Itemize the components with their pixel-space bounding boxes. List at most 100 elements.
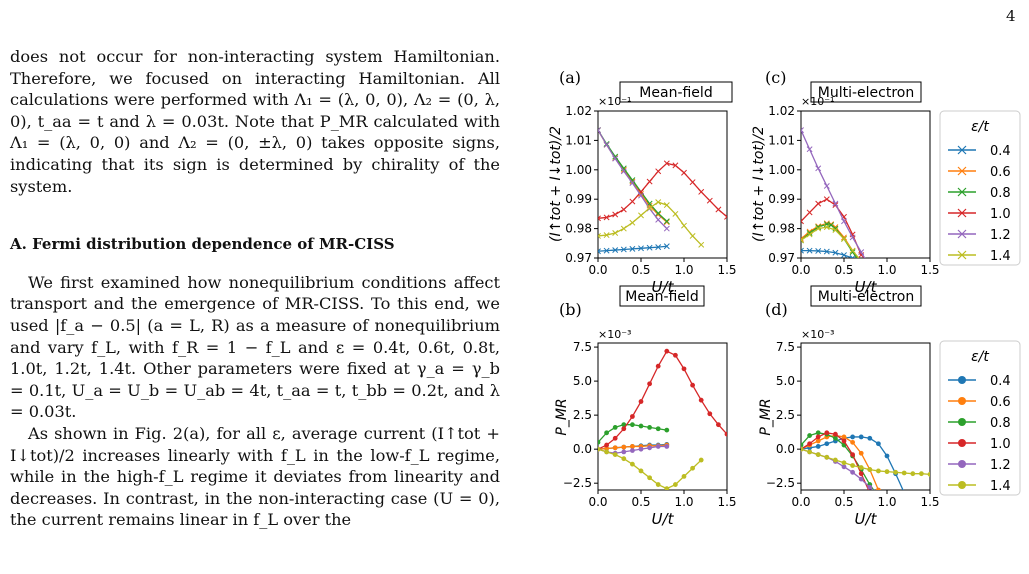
data-point: [841, 460, 847, 466]
y-tick-label: 1.00: [565, 163, 592, 177]
chart-panel-a: (a) Mean-field ×10⁻¹ 0.0 0.5 1.0 1.5 0.97 0.98 0.…: [548, 68, 737, 296]
data-point: [603, 232, 610, 239]
data-point: [806, 209, 813, 216]
data-point: [833, 457, 838, 463]
data-point: [833, 435, 838, 441]
data-point: [612, 424, 618, 430]
x-tick-label: 0.5: [834, 495, 853, 509]
data-point: [815, 200, 822, 207]
legend-marker: [958, 481, 966, 489]
legend-marker: [957, 250, 967, 260]
y-tick-label: 0.0: [776, 442, 795, 456]
data-point: [689, 232, 696, 239]
data-point: [663, 202, 670, 209]
series-line-0.4: [801, 249, 855, 258]
data-point: [663, 218, 670, 225]
data-point: [716, 422, 721, 428]
data-point: [815, 247, 822, 254]
data-point: [620, 246, 627, 253]
y-axis-label: P_MR: [554, 398, 570, 435]
series-line-0.8: [801, 432, 875, 490]
data-point: [841, 218, 847, 225]
x-tick-label: 0.5: [631, 263, 650, 277]
y-tick-label: 0.98: [565, 222, 592, 236]
x-axis-label: U/t: [855, 278, 878, 296]
plot-area: [801, 430, 930, 490]
data-point: [603, 247, 610, 254]
data-point: [598, 215, 601, 222]
y-tick-label: −2.5: [563, 476, 592, 490]
data-point: [876, 487, 881, 490]
data-point: [646, 178, 653, 185]
series-line-0.6: [598, 129, 668, 223]
data-point: [630, 444, 635, 449]
data-point: [612, 155, 619, 162]
panel-tag: (a): [559, 68, 581, 87]
x-tick-label: 0.5: [834, 263, 853, 277]
panel-title: Mean-field: [625, 289, 698, 305]
data-point: [801, 218, 804, 225]
data-point: [807, 449, 812, 455]
legend-label: 1.0: [990, 207, 1011, 222]
data-point: [612, 445, 618, 451]
chart-panel-d: (d) Multi-electron ×10⁻³ 0.0 0.5 1.0 1.5 −2.5 0.…: [758, 285, 940, 528]
panel-tag: (c): [765, 68, 786, 87]
data-point: [603, 141, 610, 148]
y-tick-label: 1.00: [768, 163, 795, 177]
x-tick-label: 0.0: [791, 495, 810, 509]
data-point: [850, 439, 855, 445]
data-point: [823, 248, 830, 255]
y-tick-label: 5.0: [573, 374, 592, 388]
data-point: [604, 446, 609, 451]
data-point: [664, 486, 670, 490]
page-number: 4: [1006, 7, 1016, 25]
data-point: [893, 469, 898, 475]
data-point: [806, 247, 813, 254]
data-point: [850, 452, 855, 458]
paragraph: does not occur for non-interacting syste…: [10, 47, 500, 196]
data-point: [867, 467, 873, 472]
data-point: [858, 434, 864, 440]
legend-marker: [958, 418, 966, 426]
data-point: [849, 249, 856, 256]
y-axis-label: (I↑tot + I↓tot)/2: [751, 126, 767, 242]
x-tick-label: 1.5: [920, 495, 939, 509]
data-point: [621, 456, 627, 462]
legend-label: 1.2: [990, 458, 1011, 473]
data-point: [698, 397, 704, 403]
data-point: [629, 180, 636, 186]
data-point: [621, 426, 627, 432]
y-tick-label: 7.5: [573, 340, 592, 354]
data-point: [832, 200, 839, 207]
data-point: [673, 352, 678, 358]
y-tick-label: 1.02: [768, 104, 795, 118]
data-point: [801, 127, 804, 134]
data-point: [832, 225, 839, 232]
data-point: [876, 468, 881, 474]
series-line-1.0: [801, 198, 862, 256]
data-point: [858, 471, 864, 477]
data-point: [612, 230, 619, 236]
data-point: [815, 444, 821, 449]
axes-frame: [800, 342, 931, 491]
y-tick-label: 7.5: [776, 340, 795, 354]
data-point: [858, 257, 864, 258]
data-point: [850, 469, 855, 475]
legend-marker: [957, 145, 967, 155]
data-point: [841, 234, 847, 241]
y-axis-label: P_MR: [758, 398, 774, 435]
panel-title-box: [810, 285, 922, 307]
x-axis-label: U/t: [855, 510, 878, 528]
paragraph: As shown in Fig. 2(a), for all ε, averag…: [10, 423, 500, 530]
chart-panel-b: (b) Mean-field ×10⁻³ 0.0 0.5 1.0 1.5 −2.5 0.0 2.5…: [554, 285, 737, 528]
panel-title: Multi-electron: [818, 289, 914, 305]
data-point: [681, 169, 687, 176]
legend-label: 0.6: [990, 165, 1011, 180]
data-point: [815, 430, 821, 436]
data-point: [919, 471, 924, 477]
data-point: [655, 444, 661, 449]
data-point: [646, 244, 653, 251]
y-tick-label: 0.97: [768, 251, 795, 265]
y-multiplier: ×10⁻³: [598, 328, 631, 341]
x-tick-label: 0.0: [588, 495, 607, 509]
